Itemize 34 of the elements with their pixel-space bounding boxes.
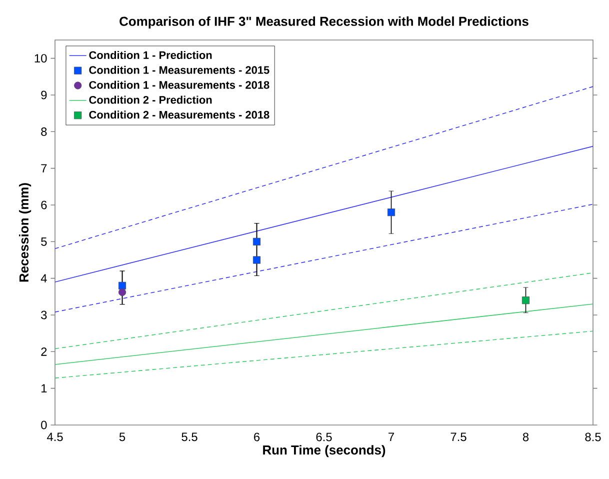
x-tick-label: 8 xyxy=(522,432,529,442)
legend-label: Condition 1 - Measurements - 2018 xyxy=(89,80,270,89)
point xyxy=(252,256,261,264)
y-tick-label: 4 xyxy=(40,274,47,282)
x-tick-label: 6.5 xyxy=(316,432,332,442)
y-tick-label: 2 xyxy=(41,347,47,356)
legend-label: Condition 2 - Measurements - 2018 xyxy=(89,110,270,119)
x-tick-label: 8.5 xyxy=(585,432,601,442)
x-tick-label: 6 xyxy=(254,432,260,442)
legend-label: Condition 1 - Measurements - 2015 xyxy=(89,66,270,74)
y-tick-label: 8 xyxy=(41,127,47,136)
y-tick-label: 9 xyxy=(41,90,47,100)
y-tick-label: 5 xyxy=(41,237,47,246)
x-tick-label: 7 xyxy=(388,432,394,441)
x-tick-label: 7.5 xyxy=(450,432,466,442)
point xyxy=(522,296,530,304)
y-tick-label: 6 xyxy=(41,200,47,210)
x-axis-title: Run Time (seconds) xyxy=(263,445,386,458)
y-tick-label: 10 xyxy=(34,54,47,63)
y-tick-label: 0 xyxy=(41,420,47,430)
y-axis-title: Recession (mm) xyxy=(19,183,32,282)
y-tick-label: 7 xyxy=(41,164,47,172)
legend-label: Condition 1 - Prediction xyxy=(89,50,212,59)
y-tick-label: 3 xyxy=(41,310,47,320)
point xyxy=(118,282,126,290)
y-tick-label: 1 xyxy=(41,384,47,392)
point xyxy=(118,288,126,296)
legend-label: Condition 2 - Prediction xyxy=(89,96,212,104)
x-tick-label: 4.5 xyxy=(46,432,63,442)
point xyxy=(387,208,396,216)
x-tick-label: 5.5 xyxy=(182,432,198,442)
chart-title: Comparison of IHF 3" Measured Recession with Model Predictions xyxy=(120,16,528,28)
x-tick-label: 5 xyxy=(119,432,126,442)
point xyxy=(252,238,261,246)
